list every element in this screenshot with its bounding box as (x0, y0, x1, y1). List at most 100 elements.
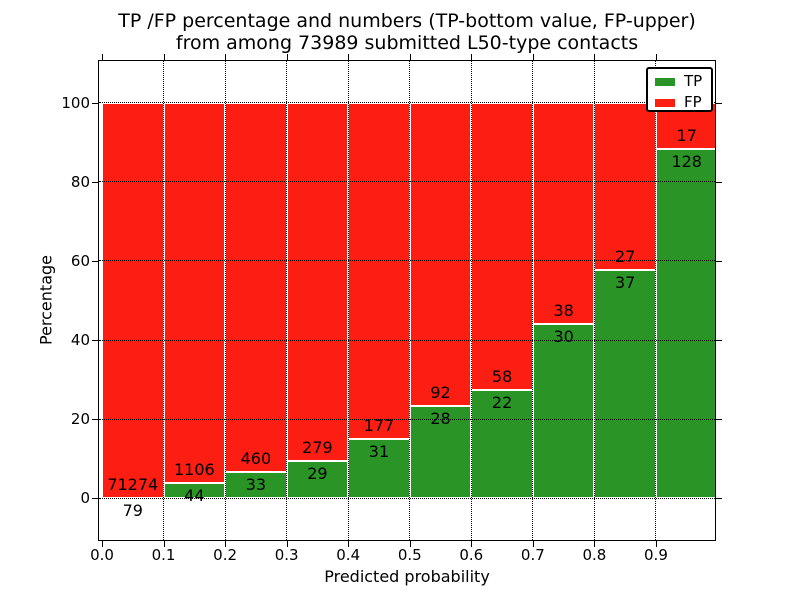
bar-fp (532, 102, 595, 324)
plot-area: TP FP 71274 79 1106 44 460 33 279 29 177 31 92 28 58… (98, 60, 716, 541)
y-tick-right (716, 102, 722, 104)
tp-count-label: 30 (553, 326, 574, 346)
x-tick-label: 0.9 (644, 546, 668, 564)
x-tick-bottom (348, 541, 350, 547)
y-tick-left (92, 498, 98, 500)
chart-title-line1: TP /FP percentage and numbers (TP-bottom… (118, 10, 696, 32)
y-tick-label: 20 (70, 410, 90, 429)
bar-fp (471, 102, 533, 390)
x-tick-top (532, 54, 534, 60)
chart-title: TP /FP percentage and numbers (TP-bottom… (98, 10, 716, 54)
bar-fp (409, 102, 472, 407)
fp-count-label: 71274 (107, 474, 159, 494)
tp-count-label: 37 (614, 272, 636, 292)
x-tick-label: 0.1 (151, 546, 176, 564)
x-tick-label: 0.7 (520, 546, 545, 564)
legend: TP FP (646, 67, 713, 112)
x-tick-top (348, 54, 350, 60)
y-tick-right (716, 498, 722, 500)
x-tick-top (286, 54, 288, 60)
bar-fp (102, 102, 164, 498)
gridline-horizontal (99, 102, 715, 104)
gridline-horizontal (99, 181, 715, 183)
gridline-vertical (347, 61, 349, 540)
y-tick-label: 40 (70, 331, 90, 350)
x-axis-label: Predicted probability (324, 567, 490, 586)
x-tick-top (163, 54, 165, 60)
gridline-horizontal (99, 497, 715, 499)
x-tick-label: 0.3 (274, 546, 299, 564)
x-tick-top (225, 54, 227, 60)
x-tick-top (655, 54, 657, 60)
x-tick-label: 0.5 (397, 546, 422, 564)
gridline-vertical (286, 61, 288, 540)
bar-fp (286, 102, 349, 462)
x-tick-bottom (471, 541, 473, 547)
x-tick-bottom (409, 541, 411, 547)
tp-count-label: 128 (671, 151, 702, 171)
legend-swatch-tp (655, 77, 675, 86)
x-tick-label: 0.4 (336, 546, 361, 564)
gridline-vertical (409, 61, 411, 540)
fp-count-label: 17 (676, 125, 697, 145)
gridline-vertical (532, 61, 534, 540)
y-tick-left (92, 181, 98, 183)
x-tick-bottom (102, 541, 103, 547)
x-tick-label: 0.8 (582, 546, 607, 564)
gridline-horizontal (99, 260, 715, 262)
tp-count-label: 79 (122, 500, 143, 520)
gridline-vertical (470, 61, 472, 540)
bar-fp (594, 102, 656, 270)
fp-count-label: 1106 (173, 460, 215, 480)
gridline-vertical (593, 61, 595, 540)
y-tick-label: 60 (70, 251, 90, 270)
fp-count-label: 177 (363, 416, 395, 436)
tp-count-label: 33 (245, 474, 267, 494)
x-tick-bottom (655, 541, 657, 547)
x-tick-top (409, 54, 411, 60)
legend-entry-tp: TP (655, 73, 702, 90)
y-tick-left (92, 102, 98, 104)
bar-fp (163, 102, 226, 484)
x-tick-label: 0.6 (459, 546, 484, 564)
tp-count-label: 22 (491, 392, 513, 412)
x-tick-top (594, 54, 596, 60)
fp-count-label: 279 (302, 438, 333, 458)
bar-fp (348, 102, 410, 440)
legend-label-tp: TP (684, 72, 703, 90)
bar-tp (225, 471, 287, 499)
x-tick-bottom (163, 541, 165, 547)
bar-fp (225, 102, 287, 472)
fp-count-label: 460 (240, 448, 272, 468)
y-tick-right (716, 260, 722, 262)
tp-count-label: 28 (430, 409, 451, 429)
fp-count-label: 27 (614, 246, 636, 266)
x-tick-top (471, 54, 473, 60)
y-tick-label: 0 (80, 489, 90, 508)
y-tick-right (716, 419, 722, 421)
x-tick-top (102, 54, 103, 60)
x-tick-bottom (286, 541, 288, 547)
gridline-horizontal (99, 339, 715, 341)
gridline-horizontal (99, 418, 715, 420)
gridline-vertical (163, 61, 165, 540)
x-tick-label: 0.0 (90, 546, 114, 564)
fp-count-label: 92 (430, 383, 451, 403)
gridline-vertical (655, 61, 657, 540)
x-tick-bottom (225, 541, 227, 547)
y-tick-label: 100 (61, 93, 90, 112)
fp-count-label: 38 (553, 300, 574, 320)
x-tick-label: 0.2 (213, 546, 238, 564)
legend-label-fp: FP (684, 93, 702, 111)
y-tick-left (92, 260, 98, 262)
tp-count-label: 31 (368, 442, 390, 462)
legend-swatch-fp (655, 98, 675, 107)
gridline-vertical (224, 61, 226, 540)
bar-tp (655, 148, 715, 499)
legend-entry-fp: FP (655, 94, 702, 111)
bar-tp (532, 323, 595, 499)
fp-count-label: 58 (491, 366, 513, 386)
y-tick-label: 80 (70, 172, 90, 191)
chart-title-line2: from among 73989 submitted L50-type cont… (175, 32, 639, 54)
